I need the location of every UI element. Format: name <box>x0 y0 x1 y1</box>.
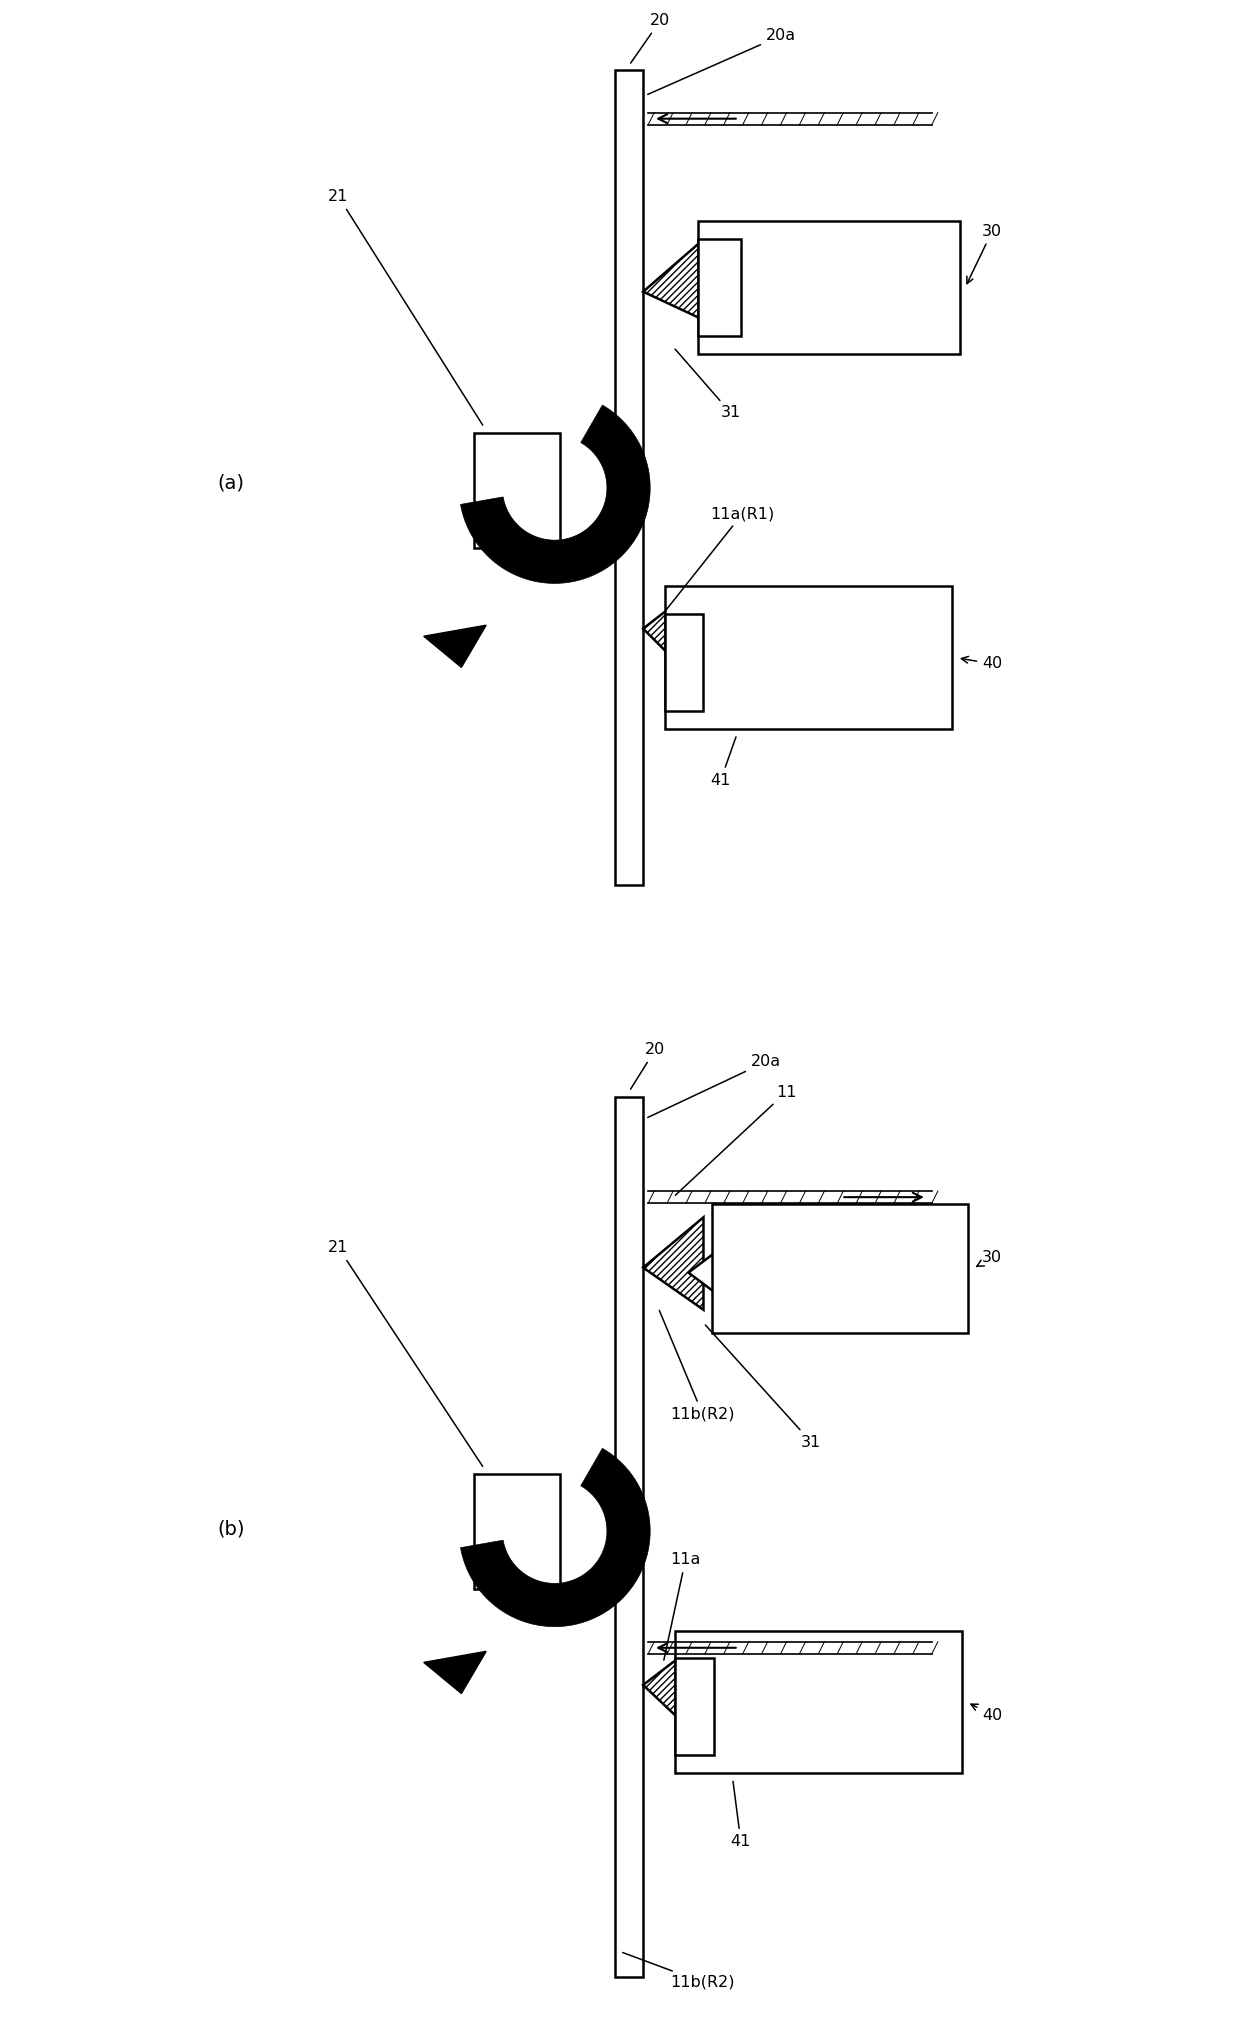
Text: 21: 21 <box>329 189 482 425</box>
Text: 20: 20 <box>631 12 671 63</box>
Bar <box>474 1473 559 1589</box>
Polygon shape <box>644 226 718 327</box>
Bar <box>698 221 960 354</box>
Polygon shape <box>460 404 650 583</box>
Polygon shape <box>460 1449 650 1628</box>
Text: 31: 31 <box>706 1325 821 1449</box>
Text: 31: 31 <box>675 350 740 421</box>
Polygon shape <box>644 1642 698 1737</box>
Bar <box>666 614 703 711</box>
Bar <box>676 1630 962 1774</box>
Text: 40: 40 <box>971 1705 1002 1723</box>
Text: 20a: 20a <box>647 1055 781 1118</box>
Bar <box>615 71 644 886</box>
Polygon shape <box>424 1652 486 1693</box>
Text: 20a: 20a <box>647 28 796 93</box>
Text: 30: 30 <box>977 1250 1002 1266</box>
Text: (b): (b) <box>218 1520 246 1538</box>
Text: 11b(R2): 11b(R2) <box>660 1311 735 1422</box>
Bar <box>712 1205 968 1333</box>
Text: 41: 41 <box>711 738 737 788</box>
Polygon shape <box>644 593 688 675</box>
Bar <box>615 1097 644 1977</box>
Text: 11a: 11a <box>663 1552 701 1660</box>
Text: 11a(R1): 11a(R1) <box>665 506 775 612</box>
Text: 41: 41 <box>730 1782 751 1849</box>
Polygon shape <box>688 1242 729 1303</box>
Text: 21: 21 <box>329 1240 482 1467</box>
Bar <box>474 433 559 549</box>
Bar <box>676 1658 713 1756</box>
Text: 11: 11 <box>676 1085 796 1195</box>
Polygon shape <box>644 1217 703 1311</box>
Text: 30: 30 <box>967 224 1002 284</box>
Bar <box>666 587 952 729</box>
Text: 11b(R2): 11b(R2) <box>622 1953 735 1989</box>
Text: (a): (a) <box>218 473 244 492</box>
Bar <box>698 240 740 335</box>
Text: 20: 20 <box>630 1042 666 1089</box>
Text: 40: 40 <box>961 656 1002 671</box>
Polygon shape <box>424 626 486 666</box>
